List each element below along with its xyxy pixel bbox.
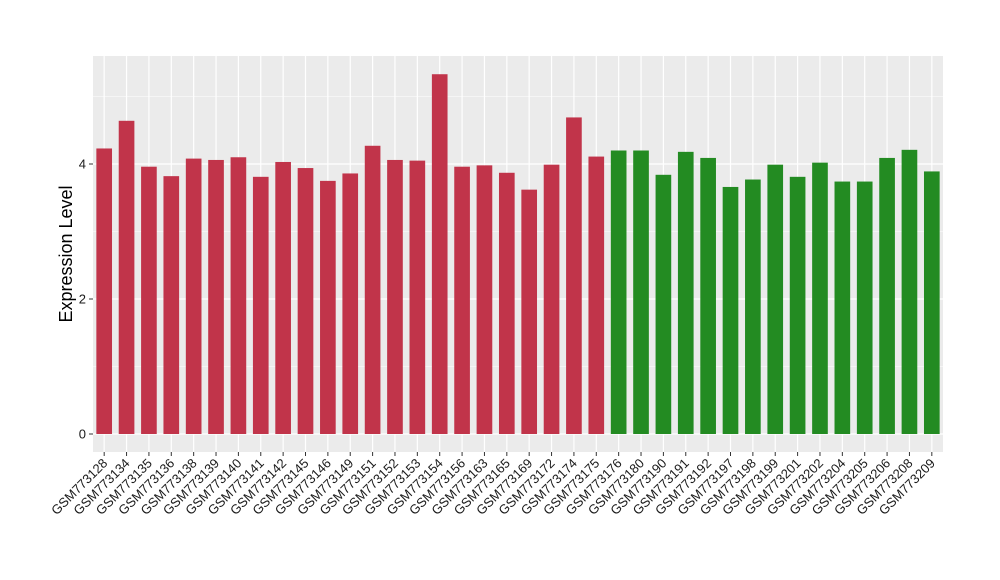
bar [812, 162, 828, 434]
bar [141, 166, 157, 434]
bar [163, 176, 180, 434]
bar [856, 181, 873, 434]
y-tick-label: 2 [79, 292, 86, 307]
bar [655, 174, 672, 435]
bar [923, 171, 940, 435]
bar [230, 157, 247, 434]
bar [543, 164, 560, 435]
bar [722, 186, 739, 434]
bar [610, 150, 627, 434]
bar [834, 181, 851, 434]
bars [96, 74, 940, 435]
bar [879, 157, 895, 435]
bar [745, 179, 761, 434]
bar [521, 189, 538, 434]
bar [700, 157, 716, 435]
y-tick-label: 4 [79, 157, 86, 172]
bar [476, 165, 493, 434]
x-axis: GSM773128GSM773134GSM773135GSM773136GSM7… [48, 452, 938, 518]
bar [275, 161, 291, 434]
bar [901, 149, 918, 434]
bar [342, 173, 359, 434]
bar [320, 180, 336, 434]
y-axis-title: Expression Level [56, 185, 76, 322]
bar [677, 151, 694, 434]
bar [789, 176, 806, 434]
bar [588, 156, 605, 434]
y-tick-label: 0 [79, 427, 86, 442]
bar [767, 164, 784, 435]
bar [431, 74, 448, 434]
bar [364, 145, 381, 434]
bar [454, 166, 470, 434]
bar [498, 172, 515, 434]
bar [297, 168, 314, 435]
bar [387, 159, 403, 434]
y-axis: 0 2 4 [79, 157, 93, 442]
bar [633, 150, 649, 434]
bar [409, 160, 426, 434]
bar [208, 159, 224, 434]
bar [185, 158, 202, 434]
bar [566, 117, 582, 435]
bar [96, 148, 113, 434]
bar [118, 120, 135, 435]
bar [252, 176, 269, 434]
